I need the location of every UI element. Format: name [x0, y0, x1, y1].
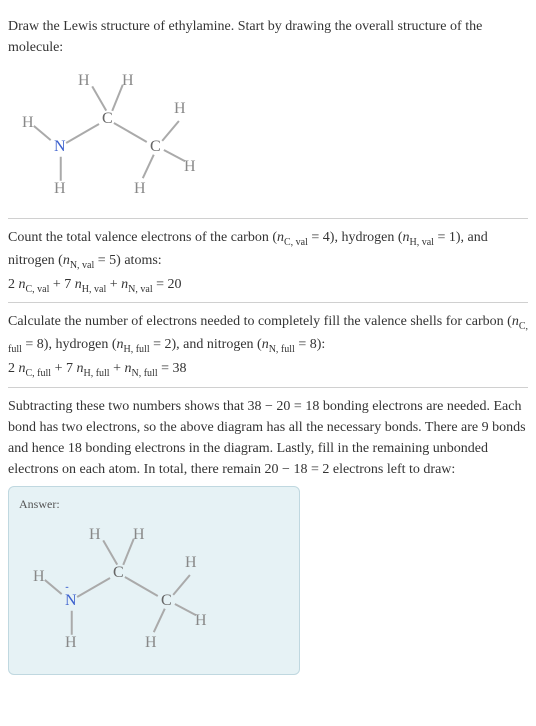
atom-h: H: [195, 612, 207, 630]
atom-c: C: [150, 138, 161, 156]
t: H, full: [124, 344, 150, 355]
atom-h: H: [22, 114, 34, 132]
t: + 7: [49, 277, 74, 292]
t: N, val: [128, 283, 152, 294]
step2-text: Count the total valence electrons of the…: [8, 227, 528, 273]
t: n: [19, 277, 26, 292]
intro-text: Draw the Lewis structure of ethylamine. …: [8, 16, 528, 58]
atom-h: H: [78, 72, 90, 90]
lone-pair: ..: [65, 580, 68, 591]
bond: [114, 122, 148, 142]
bond: [142, 154, 154, 178]
step2-formula: 2 nC, val + 7 nH, val + nN, val = 20: [8, 277, 528, 295]
atom-h: H: [33, 568, 45, 586]
molecule-skeleton: H N H C H H C H H H: [8, 64, 208, 204]
t: Calculate the number of electrons needed…: [8, 314, 512, 329]
t: = 4), hydrogen (: [308, 230, 403, 245]
bond: [91, 86, 106, 111]
atom-h: H: [122, 72, 134, 90]
t: C, full: [26, 368, 52, 379]
t: + 7: [51, 361, 76, 376]
t: N, full: [131, 368, 157, 379]
bond: [164, 149, 186, 162]
t: H, full: [83, 368, 109, 379]
atom-h: H: [184, 158, 196, 176]
t: = 2), and nitrogen (: [150, 337, 262, 352]
bond: [34, 125, 52, 140]
t: n: [117, 337, 124, 352]
t: = 8):: [295, 337, 325, 352]
bond: [60, 157, 62, 181]
t: n: [19, 361, 26, 376]
t: H, val: [410, 237, 434, 248]
t: n: [512, 314, 519, 329]
bond: [153, 608, 165, 632]
bond: [71, 611, 73, 635]
bond: [102, 540, 117, 565]
atom-h: H: [134, 180, 146, 198]
atom-h: H: [174, 100, 186, 118]
bond: [125, 576, 159, 596]
t: n: [277, 230, 284, 245]
t: = 5) atoms:: [94, 253, 161, 268]
t: C, val: [284, 237, 308, 248]
t: = 20: [153, 277, 182, 292]
bond: [175, 603, 197, 616]
bond: [172, 574, 190, 595]
atom-h: H: [54, 180, 66, 198]
t: N, full: [269, 344, 295, 355]
bond: [66, 123, 100, 143]
t: = 38: [158, 361, 187, 376]
t: H, val: [82, 283, 106, 294]
step3-text: Calculate the number of electrons needed…: [8, 311, 528, 357]
molecule-lewis: H N H C H H C H H H..: [19, 518, 219, 658]
t: n: [63, 253, 70, 268]
atom-h: H: [133, 526, 145, 544]
atom-c: C: [161, 592, 172, 610]
atom-h: H: [185, 554, 197, 572]
atom-h: H: [89, 526, 101, 544]
bond: [161, 120, 179, 141]
atom-h: H: [145, 634, 157, 652]
t: +: [110, 361, 125, 376]
t: 2: [8, 361, 19, 376]
step3-formula: 2 nC, full + 7 nH, full + nN, full = 38: [8, 361, 528, 379]
t: Count the total valence electrons of the…: [8, 230, 277, 245]
t: = 8), hydrogen (: [22, 337, 117, 352]
atom-c: C: [113, 564, 124, 582]
atom-n: N: [65, 592, 77, 610]
bond: [45, 579, 63, 594]
t: C, val: [26, 283, 50, 294]
atom-h: H: [65, 634, 77, 652]
atom-n: N: [54, 138, 66, 156]
t: n: [403, 230, 410, 245]
t: +: [106, 277, 121, 292]
t: 2: [8, 277, 19, 292]
answer-box: Answer: H N H C H H C H H H..: [8, 486, 300, 675]
t: n: [75, 277, 82, 292]
step4-text: Subtracting these two numbers shows that…: [8, 396, 528, 480]
bond: [77, 577, 111, 597]
answer-label: Answer:: [19, 497, 289, 512]
t: N, val: [70, 260, 94, 271]
atom-c: C: [102, 110, 113, 128]
t: n: [262, 337, 269, 352]
